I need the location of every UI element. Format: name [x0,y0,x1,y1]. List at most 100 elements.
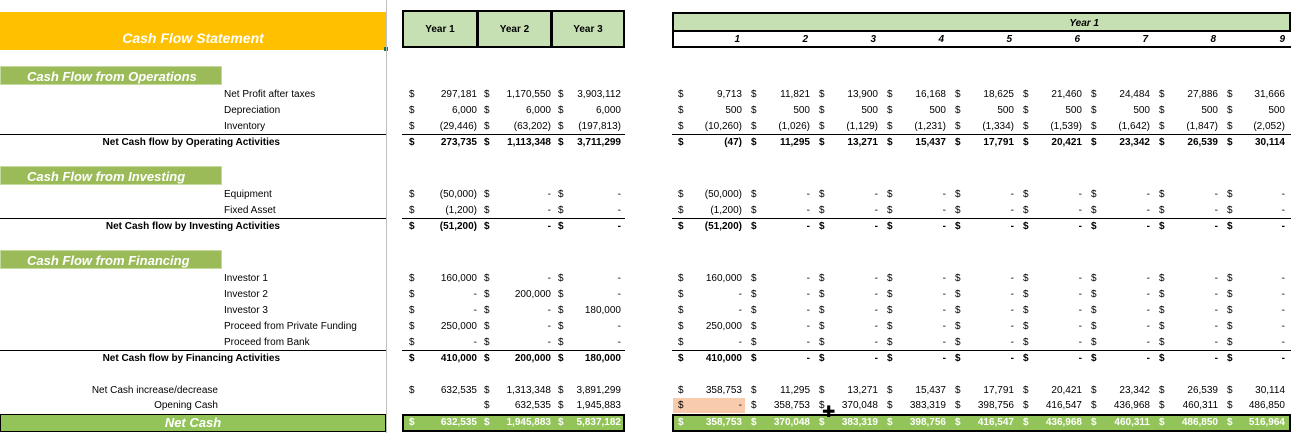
month-value-cell[interactable]: - [942,321,946,332]
month-value-cell[interactable]: - [1281,205,1285,216]
month-value-cell[interactable]: (1,539) [1050,121,1082,132]
month-value-cell[interactable]: - [874,305,878,316]
month-value-cell[interactable]: - [1146,289,1150,300]
year-value-cell[interactable]: - [547,305,551,316]
month-value-cell[interactable]: 383,319 [841,417,878,428]
header-year-3[interactable]: Year 3 [551,10,625,48]
month-value-cell[interactable]: 416,547 [977,417,1014,428]
month-value-cell[interactable]: - [942,189,946,200]
month-value-cell[interactable]: - [1078,337,1082,348]
month-value-cell[interactable]: (10,260) [704,121,742,132]
year-value-cell[interactable]: 5,837,182 [576,417,622,428]
month-header-7[interactable]: 7 [1142,34,1148,45]
year-value-cell[interactable]: - [473,289,477,300]
month-value-cell[interactable]: - [1281,289,1285,300]
month-value-cell[interactable]: 500 [1201,105,1218,116]
month-value-cell[interactable]: 20,421 [1051,385,1082,396]
month-value-cell[interactable]: - [806,305,810,316]
month-header-1[interactable]: 1 [734,34,740,45]
month-header-6[interactable]: 6 [1074,34,1080,45]
month-value-cell[interactable]: 500 [929,105,946,116]
month-value-cell[interactable]: 500 [1133,105,1150,116]
month-value-cell[interactable]: - [1010,221,1014,232]
month-value-cell[interactable]: - [1010,337,1014,348]
month-value-cell[interactable]: (1,231) [914,121,946,132]
month-value-cell[interactable]: 27,886 [1187,89,1218,100]
month-value-cell[interactable]: - [738,305,742,316]
month-value-cell[interactable]: - [1146,273,1150,284]
month-value-cell[interactable]: - [1214,289,1218,300]
year-value-cell[interactable]: 1,313,348 [506,385,552,396]
month-value-cell[interactable]: - [1146,337,1150,348]
month-value-cell[interactable]: 30,114 [1255,385,1285,396]
month-value-cell[interactable]: 26,539 [1187,137,1218,148]
month-value-cell[interactable]: 15,437 [915,137,946,148]
month-value-cell[interactable]: 26,539 [1187,385,1218,396]
month-header-4[interactable]: 4 [938,34,944,45]
month-value-cell[interactable]: - [806,221,810,232]
month-value-cell[interactable]: - [1010,353,1014,364]
month-value-cell[interactable]: - [1146,321,1150,332]
month-value-cell[interactable]: 500 [1065,105,1082,116]
year-value-cell[interactable]: - [547,221,551,232]
month-value-cell[interactable]: - [1214,353,1218,364]
month-value-cell[interactable]: - [1078,305,1082,316]
month-value-cell[interactable]: - [1146,353,1150,364]
month-value-cell[interactable]: - [1214,321,1218,332]
month-value-cell[interactable]: - [1281,321,1285,332]
month-value-cell[interactable]: (1,642) [1118,121,1150,132]
month-value-cell[interactable]: 18,625 [983,89,1014,100]
year-value-cell[interactable]: - [547,337,551,348]
month-value-cell[interactable]: (1,334) [982,121,1014,132]
month-value-cell[interactable]: - [874,353,878,364]
month-value-cell[interactable]: - [1281,189,1285,200]
month-value-cell[interactable]: 250,000 [705,321,742,332]
month-value-cell[interactable]: 30,114 [1254,137,1285,148]
month-value-cell[interactable]: 500 [725,105,742,116]
month-value-cell[interactable]: 516,964 [1248,417,1285,428]
month-value-cell[interactable]: - [1010,305,1014,316]
year-value-cell[interactable]: - [473,337,477,348]
month-value-cell[interactable]: - [1214,221,1218,232]
year-value-cell[interactable]: 1,945,883 [576,400,622,411]
month-value-cell[interactable]: - [1281,337,1285,348]
year-value-cell[interactable]: (197,813) [578,121,621,132]
month-value-cell[interactable]: - [1010,189,1014,200]
month-value-cell[interactable]: - [806,273,810,284]
month-value-cell[interactable]: 410,000 [705,353,742,364]
year-value-cell[interactable]: 3,903,112 [577,89,621,100]
year-value-cell[interactable]: (50,000) [439,189,477,200]
month-value-cell[interactable]: - [942,305,946,316]
year-value-cell[interactable]: 250,000 [440,321,477,332]
year-value-cell[interactable]: - [473,305,477,316]
month-value-cell[interactable]: (2,052) [1253,121,1285,132]
month-value-cell[interactable]: - [1214,189,1218,200]
month-value-cell[interactable]: - [1214,305,1218,316]
month-header-3[interactable]: 3 [870,34,876,45]
year-value-cell[interactable]: 6,000 [525,105,551,116]
month-value-cell[interactable]: 24,484 [1119,89,1150,100]
year-value-cell[interactable]: 632,535 [514,400,551,411]
year-value-cell[interactable]: 1,170,550 [506,89,552,100]
year-value-cell[interactable]: 632,535 [440,385,477,396]
month-value-cell[interactable]: - [874,205,878,216]
year-value-cell[interactable]: (63,202) [513,121,551,132]
month-value-cell[interactable]: - [1214,273,1218,284]
month-value-cell[interactable]: 398,756 [977,400,1014,411]
month-value-cell[interactable]: 9,713 [716,89,742,100]
month-value-cell[interactable]: - [1078,189,1082,200]
year-value-cell[interactable]: 180,000 [584,353,621,364]
year-value-cell[interactable]: 1,945,883 [506,417,552,428]
month-value-cell[interactable]: 17,791 [983,385,1014,396]
month-value-cell[interactable]: 23,342 [1119,137,1150,148]
year-value-cell[interactable]: 632,535 [440,417,477,428]
month-value-cell[interactable]: - [942,221,946,232]
year-value-cell[interactable]: 297,181 [440,89,477,100]
month-value-cell[interactable]: 13,271 [847,137,878,148]
year-value-cell[interactable]: - [617,321,621,332]
year-value-cell[interactable]: 1,113,348 [507,137,551,148]
month-value-cell[interactable]: - [1078,221,1082,232]
month-value-cell[interactable]: (47) [724,137,742,148]
month-value-cell[interactable]: - [806,337,810,348]
month-value-cell[interactable]: 436,968 [1113,400,1150,411]
